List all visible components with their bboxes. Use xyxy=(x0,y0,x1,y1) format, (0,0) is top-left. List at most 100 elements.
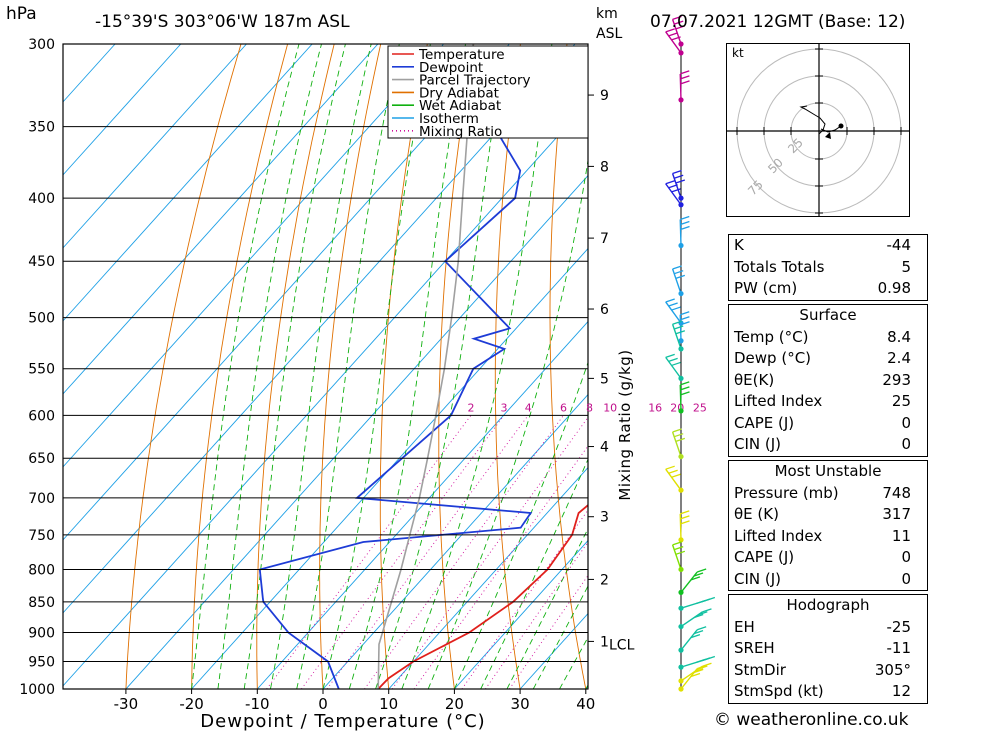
wind-barb-flag xyxy=(680,220,690,226)
wind-barb-flag xyxy=(680,70,690,75)
wind-barb-flag xyxy=(675,274,686,280)
hodograph-ring-label: 25 xyxy=(785,135,806,156)
height-unit-label: km xyxy=(596,6,618,22)
wind-barb xyxy=(679,219,682,246)
isotherm-line xyxy=(63,44,379,395)
wind-barb-flag xyxy=(672,169,682,175)
wind-barb-flag xyxy=(675,330,686,335)
pressure-tick-label: 900 xyxy=(28,626,55,642)
wind-barb-flag xyxy=(675,25,686,30)
wind-barb-flag xyxy=(674,20,684,25)
wind-barb-flag xyxy=(702,608,712,613)
height-tick-label: 2 xyxy=(600,572,609,588)
isotherm-line xyxy=(63,101,588,687)
pressure-tick-label: 750 xyxy=(28,528,55,544)
wind-barb-flag xyxy=(698,665,708,670)
dry-adiabat-line xyxy=(549,44,587,689)
x-tick-label: 30 xyxy=(511,695,530,713)
index-row: K -44 xyxy=(734,236,911,254)
isotherm-line xyxy=(125,174,588,689)
mixing-ratio-label: 6 xyxy=(560,401,567,414)
x-tick-label: -10 xyxy=(245,695,270,713)
x-tick-label: 20 xyxy=(445,695,464,713)
wind-barb-flag xyxy=(668,302,678,307)
hodograph-trace xyxy=(799,105,826,135)
wind-barb-flag xyxy=(696,626,707,631)
hodograph-panel: kt 25 50 75 xyxy=(726,43,910,217)
wind-barb-flag xyxy=(680,225,690,231)
wind-barb xyxy=(671,324,682,350)
height-tick-label: 8 xyxy=(600,159,609,175)
wind-profile xyxy=(665,15,716,692)
pressure-tick-label: 850 xyxy=(28,595,55,611)
dry-adiabat-line xyxy=(939,44,1000,689)
x-tick-label: 10 xyxy=(379,695,398,713)
isotherm-line xyxy=(63,44,576,614)
most-unstable-row: CIN (J) 0 xyxy=(734,569,911,588)
wind-barb-flag xyxy=(668,469,678,474)
wind-barb xyxy=(665,301,682,324)
wind-barb xyxy=(665,356,682,379)
pressure-tick-label: 550 xyxy=(28,362,55,378)
wind-barb xyxy=(671,268,682,294)
hodograph-ring-label: 75 xyxy=(745,177,766,198)
credit-link[interactable]: © weatheronline.co.uk xyxy=(714,710,909,730)
wet-adiabat-line xyxy=(427,157,588,689)
wind-barb-flag xyxy=(696,658,706,664)
mixing-ratio-axis-label: Mixing Ratio (g/kg) xyxy=(616,349,634,500)
wind-barb-flag xyxy=(671,36,681,41)
wind-barb xyxy=(665,468,682,491)
wind-barb-flag xyxy=(698,611,708,616)
wind-barb-flag xyxy=(680,515,690,520)
wind-barb-flag xyxy=(674,325,684,330)
wind-barb-flag xyxy=(680,386,690,391)
mixing-ratio-label: 3 xyxy=(501,401,508,414)
wind-barb-flag xyxy=(672,265,682,270)
wind-barb xyxy=(679,73,682,100)
height-tick-label: 1 xyxy=(600,634,609,650)
x-axis-label: Dewpoint / Temperature (°C) xyxy=(200,711,485,732)
mixing-ratio-line xyxy=(301,415,505,689)
wind-barb-flag xyxy=(671,361,681,367)
dry-adiabat-line xyxy=(191,44,289,689)
wind-barb-flag xyxy=(693,613,704,619)
wind-barb-flag xyxy=(680,80,690,85)
wet-adiabat-line xyxy=(243,44,346,689)
x-tick-label: 40 xyxy=(576,695,595,713)
wind-barb-flag xyxy=(665,353,675,358)
wind-barb xyxy=(665,31,682,54)
pressure-tick-label: 1000 xyxy=(19,682,55,698)
surface-row: Lifted Index 25 xyxy=(734,392,911,410)
wet-adiabat-line xyxy=(217,44,322,689)
wind-barb-flag xyxy=(668,32,678,37)
hodograph-row: StmDir 305° xyxy=(734,660,911,679)
most-unstable-row: CAPE (J) 0 xyxy=(734,548,911,566)
wind-barb-flag xyxy=(693,668,704,674)
wind-barb-flag xyxy=(671,306,681,311)
mixing-ratio-label: 4 xyxy=(525,401,532,414)
x-tick-label: -20 xyxy=(179,695,204,713)
wet-adiabat-line xyxy=(480,458,588,689)
mixing-ratio-label: 16 xyxy=(648,401,662,414)
isotherm-line xyxy=(63,44,182,176)
legend-entry: Dewpoint xyxy=(419,60,483,76)
hodograph-plot: kt 25 50 75 xyxy=(727,44,909,216)
height-tick-label: 6 xyxy=(600,302,609,318)
wind-barb-flag xyxy=(665,465,675,470)
lcl-label: LCL xyxy=(609,637,635,653)
series-line xyxy=(377,44,474,689)
mixing-ratio-label: 8 xyxy=(586,401,593,414)
pressure-tick-label: 600 xyxy=(28,408,55,424)
wind-barb-flag xyxy=(680,381,690,386)
most-unstable-title: Most Unstable xyxy=(774,462,882,480)
wind-barb-flag xyxy=(680,316,690,321)
wet-adiabat-line xyxy=(532,585,588,689)
index-row: PW (cm) 0.98 xyxy=(734,279,911,297)
wind-barb xyxy=(665,183,682,206)
wind-barb-flag xyxy=(674,174,684,179)
wind-barb-flag xyxy=(680,510,690,515)
legend-entry: Temperature xyxy=(418,47,505,63)
wind-barb xyxy=(671,431,682,457)
isotherm-line xyxy=(256,320,588,689)
hodograph-row: StmSpd (kt) 12 xyxy=(734,682,911,700)
